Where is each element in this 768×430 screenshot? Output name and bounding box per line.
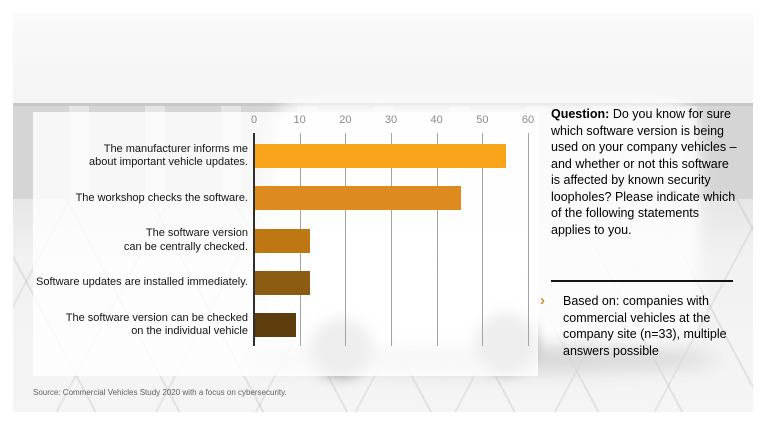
bar <box>255 186 461 211</box>
bar-chart: 0 10 20 30 40 50 60 The manufacturer informs me… <box>33 112 538 376</box>
gridline <box>528 133 529 346</box>
bar <box>255 144 507 168</box>
x-tick-label: 0 <box>250 114 258 126</box>
bar <box>255 313 297 338</box>
x-tick-label: 40 <box>430 114 443 126</box>
bar-label: The manufacturer informs me about importa… <box>89 142 248 169</box>
x-tick-label: 30 <box>384 114 398 126</box>
x-tick-label: 50 <box>476 114 489 126</box>
source-note: Source: Commercial Vehicles Study 2020 w… <box>33 388 287 397</box>
x-tick-label: 60 <box>521 114 535 126</box>
gridline <box>436 133 438 346</box>
question-text: Question: Do you know for sure which sof… <box>551 106 739 238</box>
based-on-note: › Based on: companies with commercial ve… <box>540 293 746 359</box>
bar-label: Software updates are installed immediate… <box>36 276 248 289</box>
bar-label: The software version can be centrally che… <box>123 227 248 253</box>
bar-label: The workshop checks the software. <box>75 191 248 204</box>
bar <box>255 270 310 295</box>
gridline <box>482 133 484 346</box>
gridline <box>391 133 392 346</box>
bar <box>255 228 310 253</box>
chart-panel: 0 10 20 30 40 50 60 The manufacturer informs me… <box>33 112 538 376</box>
x-tick-label: 10 <box>293 114 306 126</box>
x-tick-label: 20 <box>339 114 352 126</box>
y-axis-line <box>253 133 255 346</box>
chevron-bullet-icon: › <box>540 292 545 309</box>
question-body: Do you know for sure which software vers… <box>551 107 737 237</box>
divider-line <box>551 280 733 282</box>
bar-label: The software version can be checked on th… <box>65 311 248 338</box>
based-on-text: Based on: companies with commercial vehi… <box>563 294 727 358</box>
gridline <box>345 133 347 346</box>
showroom-wall <box>13 13 753 105</box>
question-label: Question: <box>551 107 610 121</box>
